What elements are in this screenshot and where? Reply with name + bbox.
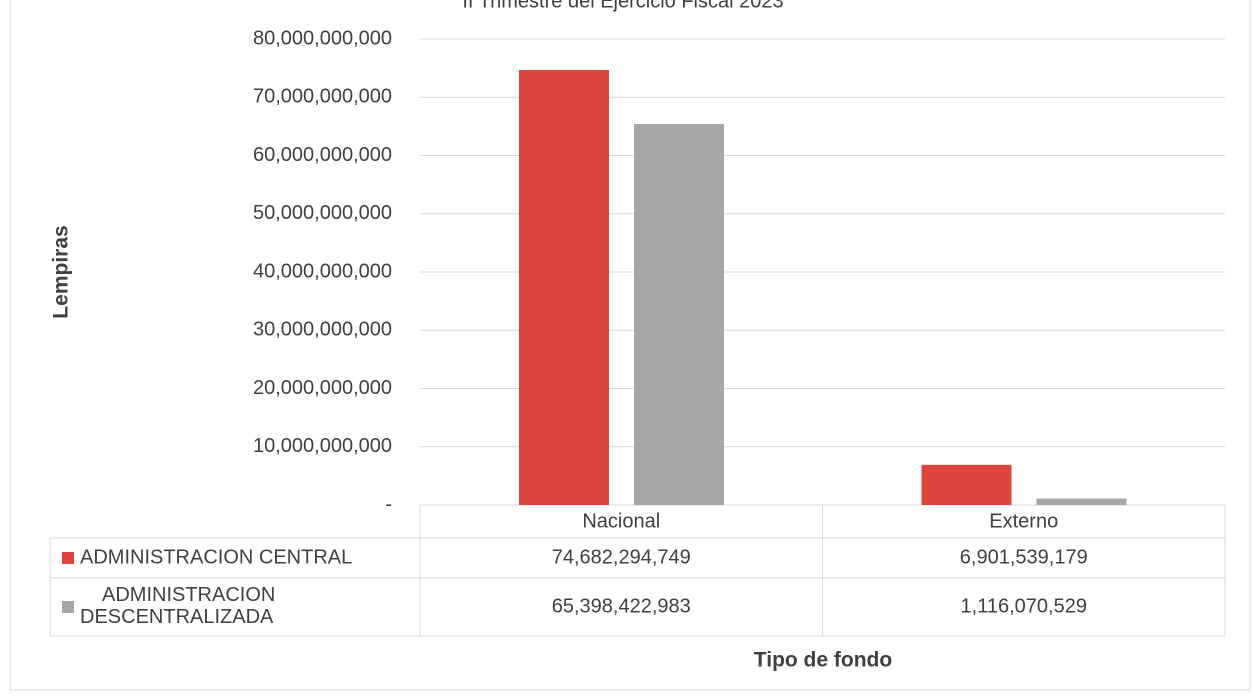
y-tick-label: 10,000,000,000 (253, 435, 392, 457)
table-value: 1,116,070,529 (961, 595, 1087, 617)
y-tick-label: - (385, 493, 392, 515)
legend-label: ADMINISTRACION CENTRAL (80, 546, 352, 568)
legend-swatch (62, 601, 74, 613)
legend-swatch (62, 552, 74, 564)
bar (634, 124, 724, 505)
y-tick-label: 50,000,000,000 (253, 202, 392, 224)
chart-frame (9, 0, 1251, 691)
bar (1036, 498, 1127, 505)
y-tick-label: 40,000,000,000 (253, 260, 392, 282)
y-axis-title: Lempiras (50, 225, 73, 318)
x-tick-label: Externo (989, 510, 1058, 532)
table-value: 65,398,422,983 (552, 595, 691, 617)
x-tick-label: Nacional (582, 510, 660, 532)
chart-title: II Trimestre del Ejercicio Fiscal 2023 (462, 0, 783, 12)
table-value: 6,901,539,179 (960, 546, 1088, 568)
y-tick-label: 80,000,000,000 (253, 27, 392, 49)
bar (921, 464, 1012, 505)
table-value: 74,682,294,749 (552, 546, 691, 568)
y-tick-label: 30,000,000,000 (253, 319, 392, 341)
y-tick-label: 20,000,000,000 (253, 377, 392, 399)
y-tick-label: 60,000,000,000 (253, 144, 392, 166)
x-axis-title: Tipo de fondo (754, 649, 892, 672)
legend-label: ADMINISTRACION DESCENTRALIZADA (80, 584, 275, 628)
bar (519, 69, 609, 505)
y-tick-label: 70,000,000,000 (253, 86, 392, 108)
